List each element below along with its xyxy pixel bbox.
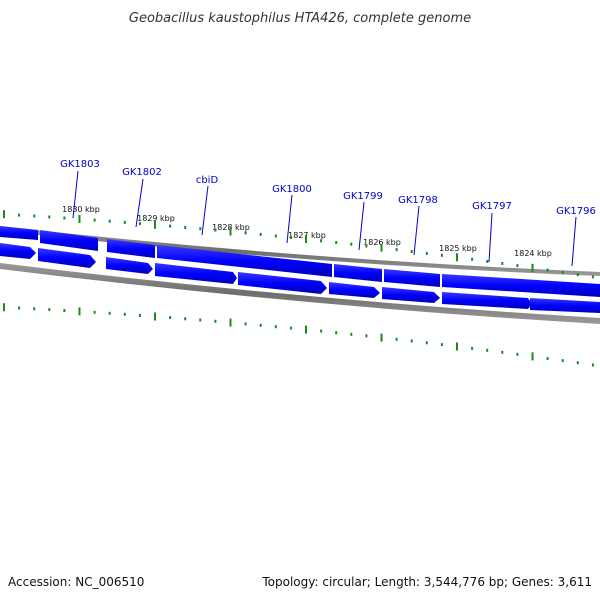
gene-labels: GK1803 GK1802 cbiD GK1800 GK1799 GK1798 … — [60, 159, 596, 217]
backbone-lower — [0, 263, 600, 324]
gene-arrow[interactable] — [382, 287, 440, 303]
gene-label[interactable]: cbiD — [196, 175, 219, 186]
kbp-label: 1826 kbp — [363, 238, 401, 247]
gene-arrow[interactable] — [0, 243, 36, 259]
kbp-label: 1824 kbp — [514, 249, 552, 258]
gene-block[interactable] — [442, 274, 600, 297]
gene-label[interactable]: GK1798 — [398, 195, 438, 206]
ticks-lower — [3, 303, 594, 367]
gene-arrow[interactable] — [442, 292, 532, 309]
gene-arrow[interactable] — [530, 298, 600, 313]
gene-label[interactable]: GK1796 — [556, 206, 596, 217]
gene-label[interactable]: GK1803 — [60, 159, 100, 170]
gene-block[interactable] — [334, 264, 382, 282]
gene-arrow[interactable] — [38, 248, 96, 268]
kbp-label: 1830 kbp — [62, 205, 100, 214]
lower-strand-genes — [0, 243, 600, 313]
backbone-upper — [0, 226, 600, 276]
kbp-label: 1829 kbp — [137, 214, 175, 223]
gene-label[interactable]: GK1799 — [343, 191, 383, 202]
gene-block[interactable] — [157, 245, 332, 277]
gene-label[interactable]: GK1800 — [272, 184, 312, 195]
gene-block[interactable] — [384, 269, 440, 287]
gene-arrow[interactable] — [238, 272, 327, 294]
gene-block[interactable] — [40, 230, 98, 251]
gene-arrow[interactable] — [106, 257, 153, 274]
map-title: Geobacillus kaustophilus HTA426, complet… — [129, 11, 471, 26]
genome-summary-text: Topology: circular; Length: 3,544,776 bp… — [261, 575, 592, 589]
ticks-upper — [3, 210, 594, 279]
gene-label[interactable]: GK1802 — [122, 167, 162, 178]
gene-block[interactable] — [0, 226, 38, 240]
kbp-label: 1825 kbp — [439, 244, 477, 253]
gene-leader-lines — [72, 170, 577, 267]
upper-strand-genes — [0, 226, 600, 297]
gene-arrow[interactable] — [329, 282, 380, 298]
gene-arrow[interactable] — [155, 263, 237, 284]
gene-label[interactable]: GK1797 — [472, 201, 512, 212]
accession-text: Accession: NC_006510 — [8, 575, 144, 589]
gene-block[interactable] — [107, 239, 155, 258]
